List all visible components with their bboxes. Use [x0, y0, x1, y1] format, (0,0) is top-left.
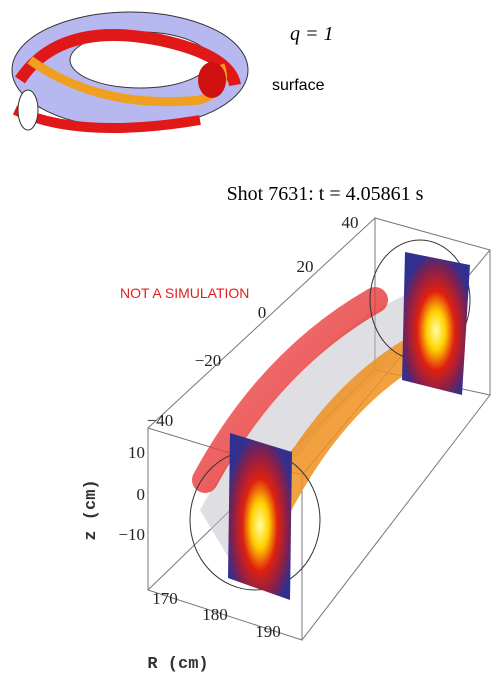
figure: q = 1 surface Shot 7631: t = 4.05861 s N…	[0, 0, 499, 678]
depth-tick-label: 40	[342, 213, 359, 232]
r-tick-label: 190	[255, 622, 281, 641]
z-tick-label: −10	[118, 525, 145, 544]
cross-section-back	[402, 252, 470, 395]
z-tick-label: 10	[128, 443, 145, 462]
r-tick-label: 170	[152, 589, 178, 608]
depth-tick-label: 20	[297, 257, 314, 276]
annotation: NOT A SIMULATION	[120, 285, 249, 301]
inset-label: q = 1	[290, 23, 334, 45]
inset-caption: surface	[272, 77, 325, 94]
r-axis-label: R (cm)	[147, 655, 208, 674]
depth-tick-label: 0	[258, 303, 267, 322]
z-tick-label: 0	[137, 485, 146, 504]
depth-tick-label: −20	[195, 351, 222, 370]
z-axis-label: z (cm)	[82, 479, 101, 540]
figure-title: Shot 7631: t = 4.05861 s	[227, 183, 424, 205]
cross-section-front	[228, 433, 292, 600]
torus-illustration	[12, 12, 248, 130]
r-tick-label: 180	[202, 605, 228, 624]
depth-tick-label: −40	[147, 411, 174, 430]
